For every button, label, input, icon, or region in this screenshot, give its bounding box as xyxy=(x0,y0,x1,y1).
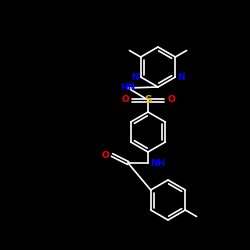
Text: N: N xyxy=(131,72,139,82)
Text: O: O xyxy=(167,96,175,104)
Text: N: N xyxy=(177,72,185,82)
Text: S: S xyxy=(144,95,152,105)
Text: O: O xyxy=(101,150,109,160)
Text: O: O xyxy=(121,96,129,104)
Text: HN: HN xyxy=(120,84,136,92)
Text: NH: NH xyxy=(150,158,165,168)
